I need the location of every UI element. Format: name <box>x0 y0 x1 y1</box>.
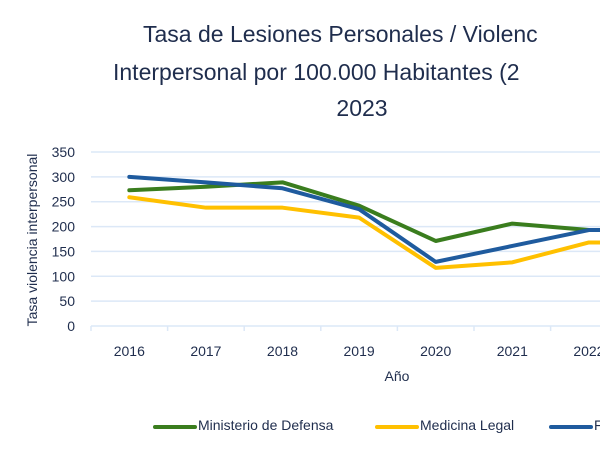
legend-item: F <box>549 417 600 433</box>
legend-label: Ministerio de Defensa <box>198 417 334 433</box>
x-tick-label: 2020 <box>420 343 451 359</box>
y-tick-label: 350 <box>52 144 76 160</box>
y-tick-label: 0 <box>67 318 75 334</box>
series-line <box>127 180 600 243</box>
legend-item: Ministerio de Defensa <box>153 417 334 433</box>
y-tick-label: 300 <box>52 169 76 185</box>
chart-title-line-2: Interpersonal por 100.000 Habitantes (2 <box>113 59 520 85</box>
y-tick-label: 150 <box>52 243 76 259</box>
x-tick-label: 2022 <box>573 343 600 359</box>
series-line <box>127 174 600 264</box>
x-tick-label: 2019 <box>344 343 375 359</box>
x-tick-label: 2016 <box>114 343 145 359</box>
y-tick-label: 100 <box>52 268 76 284</box>
y-tick-label: 250 <box>52 194 76 210</box>
y-tick-label: 50 <box>59 293 75 309</box>
chart-title-line-1: Tasa de Lesiones Personales / Violenc <box>143 21 538 47</box>
chart-title-line-3: 2023 <box>336 95 387 121</box>
x-tick-label: 2018 <box>267 343 298 359</box>
series-line <box>127 195 600 270</box>
y-axis-label: Tasa violencia interpersonal <box>24 154 40 327</box>
x-axis-label: Año <box>385 368 410 384</box>
legend-item: Medicina Legal <box>375 417 514 433</box>
y-tick-label: 200 <box>52 219 76 235</box>
x-tick-label: 2021 <box>497 343 528 359</box>
legend-label: F <box>594 417 600 433</box>
legend-label: Medicina Legal <box>420 417 514 433</box>
x-tick-label: 2017 <box>190 343 221 359</box>
